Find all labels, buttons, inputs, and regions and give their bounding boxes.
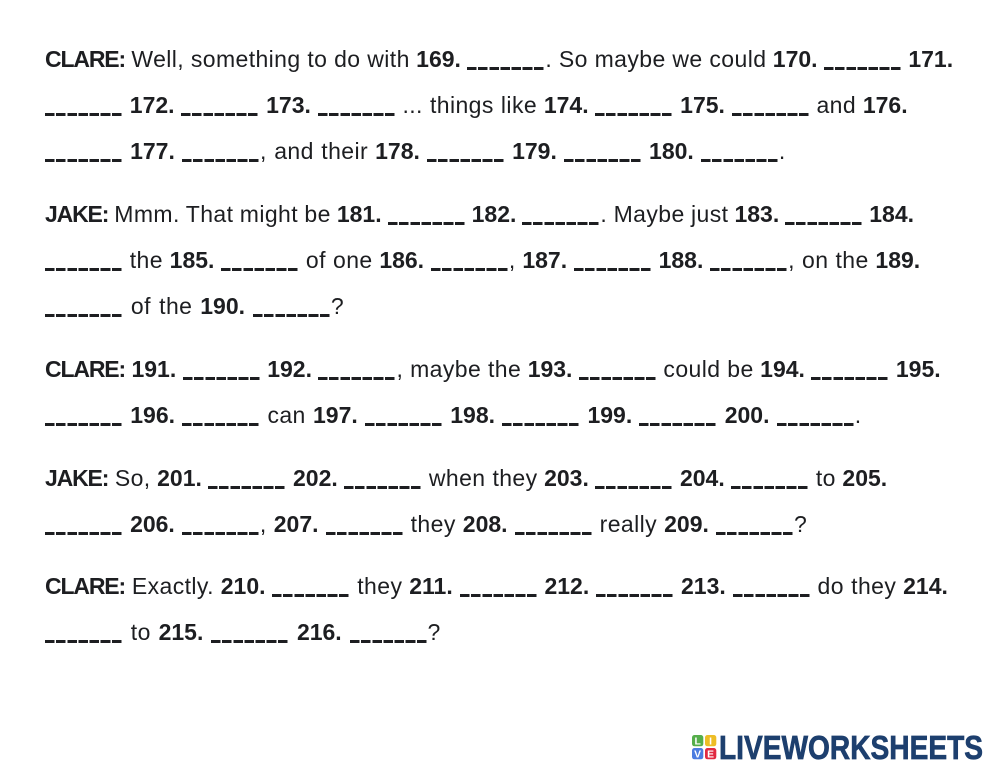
svg-text:V: V bbox=[694, 750, 701, 761]
svg-text:I: I bbox=[709, 737, 712, 748]
svg-text:LIVEWORKSHEETS: LIVEWORKSHEETS bbox=[719, 733, 983, 765]
svg-text:E: E bbox=[707, 750, 714, 761]
svg-text:L: L bbox=[694, 737, 700, 748]
